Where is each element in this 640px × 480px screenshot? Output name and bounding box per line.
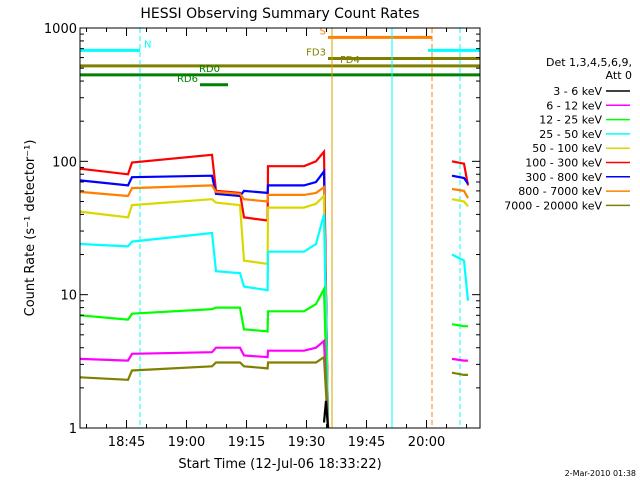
y-axis-ticks: 1 10 100 1000 (44, 22, 480, 437)
y-tick-label: 10 (60, 289, 77, 304)
x-tick-label: 18:45 (108, 435, 145, 450)
legend-entry-label: 12 - 25 keV (539, 114, 602, 127)
flag-label-n: N (144, 39, 151, 50)
legend-entry-label: 25 - 50 keV (539, 128, 602, 141)
legend-entry-label: 800 - 7000 keV (518, 185, 602, 198)
legend-header: Att 0 (606, 69, 632, 82)
y-tick-label: 1000 (44, 22, 77, 37)
x-axis-ticks: 18:45 19:00 19:15 19:30 19:45 20:00 (86, 28, 468, 450)
series-line-4 (79, 214, 470, 429)
x-tick-label: 20:00 (408, 435, 445, 450)
x-axis-label: Start Time (12-Jul-06 18:33:22) (178, 457, 381, 472)
flag-label-fd3: FD3 (306, 48, 326, 59)
y-tick-label: 1 (69, 422, 77, 437)
x-tick-label: 19:45 (348, 435, 385, 450)
flag-label-rd0: RD0 (199, 64, 220, 75)
footer-timestamp: 2-Mar-2010 01:38 (565, 469, 636, 478)
flag-label-rd6: RD6 (177, 74, 198, 85)
vertical-marker-lines (139, 28, 461, 428)
plot-frame (79, 27, 481, 429)
x-tick-label: 19:15 (228, 435, 265, 450)
legend-entry-label: 7000 - 20000 keV (504, 199, 602, 212)
chart-title: HESSI Observing Summary Count Rates (140, 6, 419, 22)
series-line-3 (79, 193, 469, 429)
series-line-8 (322, 400, 330, 429)
series-line-5 (79, 284, 468, 429)
series-line-7 (79, 355, 468, 429)
legend-header: Det 1,3,4,5,6,9, (546, 56, 632, 69)
x-tick-label: 19:30 (288, 435, 325, 450)
y-tick-label: 100 (52, 155, 77, 170)
y-axis-label: Count Rate (s⁻¹ detector⁻¹) (23, 140, 38, 317)
legend-entry-label: 6 - 12 keV (546, 99, 602, 112)
legend-entry-label: 50 - 100 keV (532, 142, 602, 155)
flag-label-s: S (320, 26, 326, 37)
flag-label-fd4: FD4 (340, 55, 360, 66)
series-line-1 (79, 168, 469, 429)
legend-entry-label: 3 - 6 keV (553, 85, 602, 98)
series-line-6 (79, 338, 468, 429)
legend-entry-label: 100 - 300 keV (525, 157, 602, 170)
x-tick-label: 19:00 (168, 435, 205, 450)
legend-entry-label: 300 - 800 keV (525, 171, 602, 184)
data-series (79, 148, 470, 429)
series-line-2 (79, 184, 469, 429)
series-line-0 (79, 148, 470, 429)
